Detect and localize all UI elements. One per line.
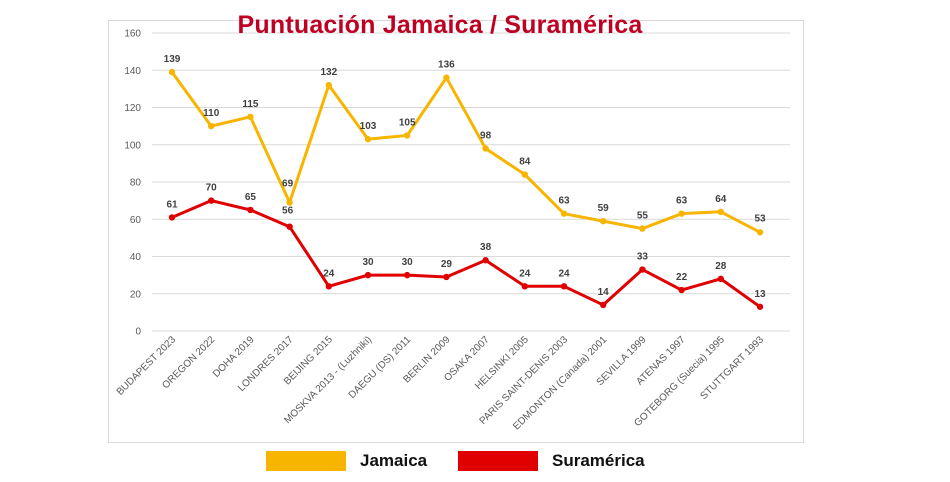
data-point [286,199,293,206]
data-label: 70 [206,183,218,194]
data-point [443,74,450,81]
data-point [756,229,764,236]
legend-item-jamaica: Jamaica [266,450,427,472]
data-label: 29 [441,259,453,270]
data-point [639,225,646,232]
y-tick-label: 60 [130,215,142,226]
data-label: 33 [637,252,649,263]
data-label: 24 [519,268,531,279]
series-line-suramérica [170,199,762,309]
data-point [364,271,372,279]
data-label: 38 [480,242,492,253]
y-tick-label: 100 [124,140,141,151]
data-point [639,266,646,273]
data-point [482,145,489,152]
data-label: 14 [598,287,610,298]
data-label: 61 [166,199,178,210]
data-label: 56 [282,206,294,217]
data-point [521,283,528,290]
data-label: 30 [402,257,414,268]
y-tick-label: 120 [124,103,141,114]
data-label: 63 [558,196,570,207]
data-label: 55 [637,211,649,222]
legend-label-suramerica: Suramérica [552,451,645,470]
data-label: 132 [320,67,337,78]
data-point [404,271,411,279]
chart-title: Puntuación Jamaica / Suramérica [237,11,643,39]
y-tick-label: 140 [124,66,141,77]
data-label: 63 [676,196,688,207]
legend-item-suramerica: Suramérica [458,450,645,472]
data-label: 98 [480,130,492,141]
data-label: 65 [245,192,257,203]
chart-frame [108,20,804,443]
data-point [168,214,176,221]
data-point [208,122,215,130]
data-point [521,171,528,178]
data-point [443,273,450,281]
data-label: 115 [242,99,259,110]
data-point [404,132,411,139]
y-tick-label: 40 [130,252,142,263]
data-point [247,206,254,214]
data-point [208,197,215,204]
y-tick-label: 160 [124,29,141,40]
data-point [678,286,685,294]
data-label: 103 [360,121,377,132]
data-label: 139 [164,54,181,65]
data-label: 136 [438,60,455,71]
data-label: 22 [676,272,688,283]
data-point [325,81,332,89]
data-label: 110 [203,108,220,119]
data-label: 24 [558,268,570,279]
data-label: 28 [715,261,727,272]
data-point [482,257,489,264]
data-label: 84 [519,157,531,168]
data-label: 13 [754,289,766,300]
y-tick-label: 80 [130,178,142,189]
data-point [325,283,332,290]
data-point [678,210,685,217]
data-point [168,68,176,76]
data-point [364,135,372,143]
data-point [600,301,607,309]
y-tick-label: 0 [135,327,141,338]
data-point [560,210,568,217]
data-label: 64 [715,194,727,205]
data-point [756,303,764,310]
data-label: 59 [598,203,610,214]
data-label: 24 [323,268,335,279]
data-point [717,275,724,283]
data-label: 53 [754,213,766,224]
data-point [247,113,254,121]
data-point [600,217,607,225]
legend-swatch-suramerica [458,451,538,471]
data-label: 69 [282,178,294,189]
data-label: 30 [362,257,374,268]
data-point [560,283,568,290]
series-line-jamaica [170,70,762,234]
legend-swatch-jamaica [266,451,346,471]
data-point [717,208,724,215]
legend-label-jamaica: Jamaica [360,451,428,470]
y-tick-label: 20 [130,289,142,300]
data-label: 105 [399,117,416,128]
data-point [286,223,293,230]
